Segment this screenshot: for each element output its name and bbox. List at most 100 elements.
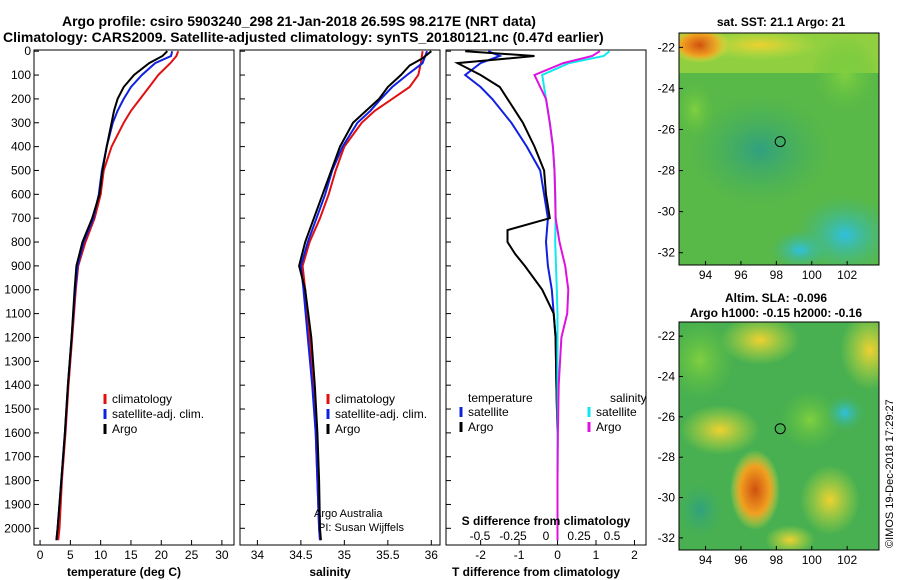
legend-label: Argo bbox=[335, 422, 361, 436]
legend-label: Argo bbox=[112, 422, 138, 436]
altimetry-map-title: Altim. SLA: -0.096 bbox=[725, 291, 827, 305]
x-tick-label: 34.5 bbox=[289, 548, 313, 562]
map-x-tick-label: 102 bbox=[837, 553, 857, 567]
annotation-line: PI: Susan Wijffels bbox=[318, 522, 404, 534]
map-x-tick-label: 100 bbox=[802, 268, 822, 282]
argo-position-marker bbox=[774, 136, 786, 148]
x-tick-label: 10 bbox=[94, 548, 108, 562]
y-tick-label: 1500 bbox=[4, 402, 31, 416]
legend-label: satellite-adj. clim. bbox=[335, 407, 427, 421]
map-x-tick-label: 94 bbox=[699, 268, 713, 282]
map-y-tick-label: -26 bbox=[658, 122, 676, 136]
salinity-tick-label: 0.25 bbox=[567, 529, 591, 543]
y-tick-label: 1600 bbox=[4, 426, 31, 440]
map-y-tick-label: -30 bbox=[658, 205, 676, 219]
map-x-tick-label: 98 bbox=[770, 268, 784, 282]
x-axis-label: T difference from climatology bbox=[452, 565, 620, 579]
y-tick-label: 1200 bbox=[4, 330, 31, 344]
y-tick-label: 1800 bbox=[4, 474, 31, 488]
map-x-tick-label: 100 bbox=[802, 553, 822, 567]
x-axis-label: temperature (deg C) bbox=[67, 565, 181, 579]
x-tick-label: 35 bbox=[338, 548, 352, 562]
map-y-tick-label: -32 bbox=[658, 246, 676, 260]
copyright-credit: ©IMOS 19-Dec-2018 17:29:27 bbox=[884, 399, 896, 548]
title-line-2: Climatology: CARS2009. Satellite-adjuste… bbox=[3, 29, 604, 45]
x-tick-label: 0 bbox=[554, 548, 561, 562]
legend-label: satellite-adj. clim. bbox=[112, 407, 204, 421]
x-tick-label: -1 bbox=[514, 548, 525, 562]
argo-position-marker bbox=[774, 423, 786, 435]
panel-salinity: 34 34.5 35 35.5 36 salinity climatologysatelli… bbox=[239, 49, 441, 579]
x-tick-label: -2 bbox=[475, 548, 486, 562]
map-y-tick-label: -22 bbox=[658, 329, 676, 343]
map-y-tick-label: -22 bbox=[658, 40, 676, 54]
series-line-argo bbox=[298, 50, 432, 541]
legend-label: satellite bbox=[468, 405, 509, 419]
legend-title-salinity: salinity bbox=[610, 391, 647, 405]
x-tick-label: 0 bbox=[37, 548, 44, 562]
y-tick-label: 100 bbox=[11, 68, 31, 82]
map-x-tick-label: 98 bbox=[770, 553, 784, 567]
legend-label: climatology bbox=[112, 392, 172, 406]
y-tick-label: 700 bbox=[11, 211, 31, 225]
y-tick-label: 1000 bbox=[4, 283, 31, 297]
map-x-tick-label: 96 bbox=[734, 553, 748, 567]
y-tick-label: 900 bbox=[11, 259, 31, 273]
x-tick-label: 2 bbox=[631, 548, 638, 562]
map-x-tick-label: 102 bbox=[837, 268, 857, 282]
y-tick-label: 1100 bbox=[5, 307, 31, 321]
map-y-tick-label: -26 bbox=[658, 410, 676, 424]
map-axes-4: 94 96 98 100 102 -22 -24 -26 -28 -30 -32 bbox=[658, 329, 858, 567]
y-tick-label: 1400 bbox=[4, 378, 31, 392]
y-tick-label: 1700 bbox=[4, 450, 31, 464]
plot-frame bbox=[33, 49, 235, 546]
salinity-tick-label: -0.25 bbox=[499, 529, 527, 543]
map-y-tick-label: -30 bbox=[658, 491, 676, 505]
series-line-satellite-adj-clim- bbox=[299, 50, 428, 541]
series-line-argo bbox=[55, 50, 169, 541]
legend-label: climatology bbox=[335, 392, 395, 406]
x-tick-label: 1 bbox=[593, 548, 600, 562]
x-tick-label: 20 bbox=[155, 548, 169, 562]
legend-label: satellite bbox=[596, 405, 637, 419]
salinity-tick-label: 0 bbox=[543, 529, 550, 543]
sst-map-title: sat. SST: 21.1 Argo: 21 bbox=[717, 15, 846, 29]
x-tick-label: 5 bbox=[67, 548, 74, 562]
y-tick-label: 0 bbox=[24, 44, 31, 58]
y-tick-label: 300 bbox=[11, 116, 31, 130]
y-tick-label: 600 bbox=[11, 187, 31, 201]
plot-frame bbox=[239, 49, 441, 546]
panel-difference-from-climatology: -2 -1 0 1 2 T difference from climatology temp… bbox=[445, 49, 647, 579]
legend-title-temperature: temperature bbox=[468, 391, 533, 405]
map-y-tick-label: -24 bbox=[658, 81, 676, 95]
legend-label: Argo bbox=[596, 420, 622, 434]
altimetry-map: Altim. SLA: -0.096 Argo h1000: -0.15 h20… bbox=[678, 291, 880, 551]
y-tick-label: 500 bbox=[11, 163, 31, 177]
x-axis-label: salinity bbox=[309, 565, 351, 579]
x-tick-label: 15 bbox=[124, 548, 138, 562]
x-tick-label: 36 bbox=[425, 548, 439, 562]
x-tick-label: 35.5 bbox=[376, 548, 400, 562]
series-line-s-argo bbox=[533, 50, 601, 541]
map-y-tick-label: -28 bbox=[658, 164, 676, 178]
legend-label: Argo bbox=[468, 420, 494, 434]
map-y-tick-label: -24 bbox=[658, 369, 676, 383]
map-axes-3: 94 96 98 100 102 -22 -24 -26 -28 -30 -32 bbox=[658, 40, 858, 282]
panel-temperature: 0100200300400500600700800900100011001200… bbox=[4, 44, 235, 579]
y-tick-label: 200 bbox=[11, 92, 31, 106]
annotation-line: Argo Australia bbox=[314, 508, 383, 520]
map-x-tick-label: 96 bbox=[734, 268, 748, 282]
x-tick-label: 25 bbox=[185, 548, 199, 562]
y-tick-label: 1300 bbox=[4, 354, 31, 368]
salinity-tick-label: -0.5 bbox=[470, 529, 491, 543]
map-y-tick-label: -28 bbox=[658, 450, 676, 464]
y-tick-label: 1900 bbox=[4, 497, 31, 511]
map-y-tick-label: -32 bbox=[658, 531, 676, 545]
y-tick-label: 400 bbox=[11, 140, 31, 154]
x-tick-label: 34 bbox=[251, 548, 265, 562]
salinity-tick-label: 0.5 bbox=[604, 529, 621, 543]
map-x-tick-label: 94 bbox=[699, 553, 713, 567]
y-tick-label: 800 bbox=[11, 235, 31, 249]
altimetry-map-subtitle: Argo h1000: -0.15 h2000: -0.16 bbox=[690, 306, 862, 320]
